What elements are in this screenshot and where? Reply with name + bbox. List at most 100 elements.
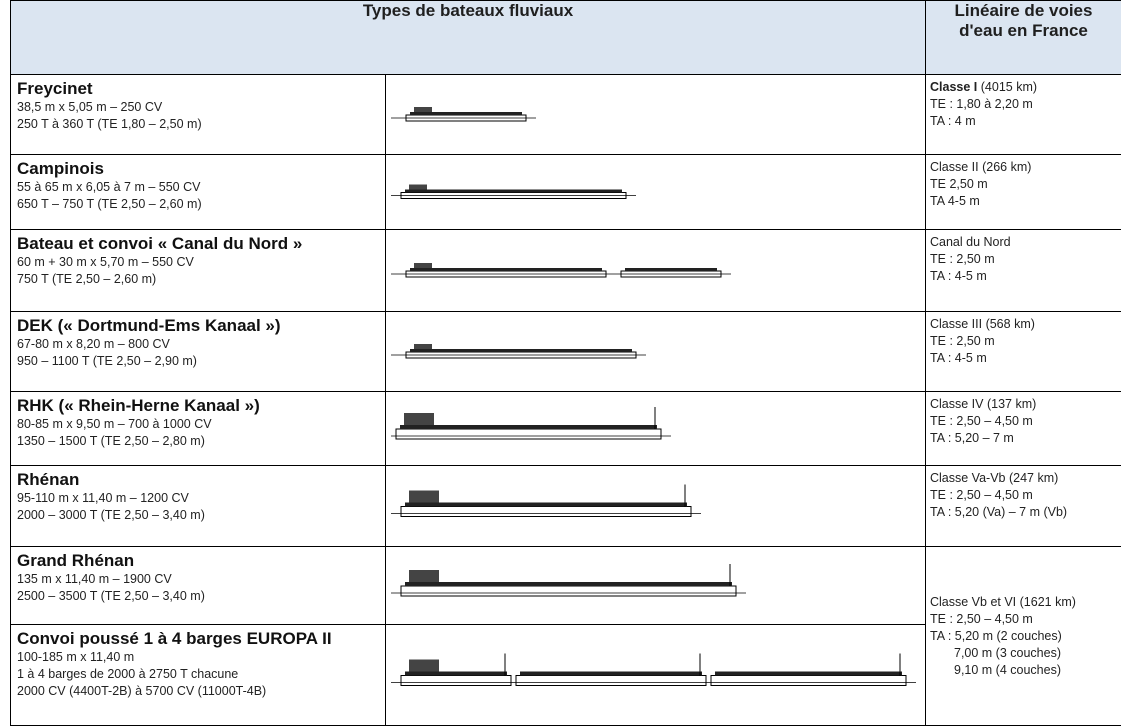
table-row: Rhénan 95-110 m x 11,40 m – 1200 CV 2000 –…: [10, 465, 1121, 547]
boat-info: DEK (« Dortmund-Ems Kanaal ») 67-80 m x 8…: [10, 311, 386, 392]
hull: [515, 674, 707, 686]
boat-name: Freycinet: [17, 79, 93, 98]
cabin: [409, 184, 427, 189]
hull: [395, 428, 662, 439]
waterway-text: TE : 2,50 – 4,50 m: [930, 414, 1033, 428]
cabin: [414, 343, 432, 349]
boat-drawing: [385, 465, 926, 547]
boat-name: DEK (« Dortmund-Ems Kanaal »): [17, 316, 281, 335]
header-line: d'eau en France: [959, 21, 1088, 40]
waterway-info: Classe Vb et VI (1621 km) TE : 2,50 – 4,5…: [925, 546, 1121, 726]
waterway-text: (4015 km): [980, 80, 1038, 94]
waterway-text: Classe IV (137 km): [930, 397, 1037, 411]
boat-drawing: [385, 391, 926, 466]
deck: [410, 267, 602, 271]
cabin: [404, 412, 434, 425]
boat-spec: 80-85 m x 9,50 m – 700 à 1000 CV: [17, 417, 212, 431]
deck: [400, 424, 657, 429]
table-row: Grand Rhénan 135 m x 11,40 m – 1900 CV 250…: [10, 546, 1121, 726]
table-row: Campinois 55 à 65 m x 6,05 à 7 m – 550 CV…: [10, 154, 1121, 230]
deck: [520, 671, 702, 675]
waterway-info: Classe II (266 km) TE 2,50 m TA 4-5 m: [925, 154, 1121, 230]
waterway-line: 9,10 m (4 couches): [930, 662, 1117, 679]
waterway-line: TA : 4-5 m: [930, 350, 1117, 367]
waterway-text: TE : 2,50 – 4,50 m: [930, 611, 1033, 626]
boat-spec: 1350 – 1500 T (TE 2,50 – 2,80 m): [17, 434, 205, 448]
cabin: [409, 569, 439, 582]
waterway-line: Classe IV (137 km): [930, 396, 1117, 413]
waterway-text: Canal du Nord: [930, 235, 1011, 249]
boat-spec: 38,5 m x 5,05 m – 250 CV: [17, 100, 163, 114]
boat-spec: 2000 – 3000 T (TE 2,50 – 3,40 m): [17, 508, 205, 522]
cabin: [409, 490, 439, 502]
waterway-text: TA : 4-5 m: [930, 269, 987, 283]
boat-spec: 95-110 m x 11,40 m – 1200 CV: [17, 491, 189, 505]
boat-drawing: [385, 624, 926, 726]
waterway-line: Classe Vb et VI (1621 km): [930, 594, 1117, 611]
boat-spec: 135 m x 11,40 m – 1900 CV: [17, 572, 172, 586]
boat-info: Campinois 55 à 65 m x 6,05 à 7 m – 550 CV…: [10, 154, 386, 230]
boat-spec: 60 m + 30 m x 5,70 m – 550 CV: [17, 255, 194, 269]
boat-table: Types de bateaux fluviaux Linéaire de vo…: [10, 0, 1121, 726]
waterway-text: TA : 5,20 m (2 couches): [930, 628, 1062, 643]
table-row: RHK (« Rhein-Herne Kanaal ») 80-85 m x 9,…: [10, 391, 1121, 466]
waterway-text: TE : 2,50 – 4,50 m: [930, 488, 1033, 502]
boat-drawing: [385, 74, 926, 155]
boat-info: Bateau et convoi « Canal du Nord » 60 m +…: [10, 229, 386, 312]
waterway-info: Classe I (4015 km) TE : 1,80 à 2,20 m TA :…: [925, 74, 1121, 155]
boat-info: Rhénan 95-110 m x 11,40 m – 1200 CV 2000 –…: [10, 465, 386, 547]
boat-svg: [391, 343, 646, 358]
waterway-line: TA : 4-5 m: [930, 268, 1117, 285]
table-row: Bateau et convoi « Canal du Nord » 60 m +…: [10, 229, 1121, 312]
waterway-line: TA 4-5 m: [930, 193, 1117, 210]
waterway-info: Canal du Nord TE : 2,50 m TA : 4-5 m: [925, 229, 1121, 312]
boat-name: Grand Rhénan: [17, 551, 135, 570]
boat-info: Freycinet 38,5 m x 5,05 m – 250 CV 250 T à…: [10, 74, 386, 155]
deck: [405, 189, 622, 192]
header-types: Types de bateaux fluviaux: [10, 0, 926, 75]
hull: [400, 674, 512, 686]
cabin: [414, 262, 432, 268]
boat-svg: [391, 563, 746, 596]
boat-spec: 750 T (TE 2,50 – 2,60 m): [17, 272, 157, 286]
boat-info: RHK (« Rhein-Herne Kanaal ») 80-85 m x 9,…: [10, 391, 386, 466]
waterway-text: 9,10 m (4 couches): [954, 662, 1061, 677]
header-row: Types de bateaux fluviaux Linéaire de vo…: [10, 0, 1121, 75]
boat-svg: [391, 484, 701, 517]
deck: [715, 671, 902, 675]
boat-spec: 250 T à 360 T (TE 1,80 – 2,50 m): [17, 117, 202, 131]
boat-spec: 650 T – 750 T (TE 2,50 – 2,60 m): [17, 197, 202, 211]
hull: [710, 674, 907, 686]
waterway-text: TA : 4 m: [930, 114, 976, 128]
boat-spec: 950 – 1100 T (TE 2,50 – 2,90 m): [17, 354, 197, 368]
waterway-info: Classe IV (137 km) TE : 2,50 – 4,50 m TA :…: [925, 391, 1121, 466]
waterway-info: Classe III (568 km) TE : 2,50 m TA : 4-5 m: [925, 311, 1121, 392]
waterway-line: TE 2,50 m: [930, 176, 1117, 193]
header-lineaire: Linéaire de voies d'eau en France: [925, 0, 1121, 75]
boat-info: Grand Rhénan 135 m x 11,40 m – 1900 CV 250…: [10, 546, 386, 625]
boat-name: RHK (« Rhein-Herne Kanaal »): [17, 396, 260, 415]
waterway-text: TE : 2,50 m: [930, 252, 995, 266]
waterway-line: TE : 2,50 – 4,50 m: [930, 413, 1117, 430]
waterway-line: Classe I (4015 km): [930, 79, 1117, 96]
deck: [410, 111, 522, 115]
waterway-line: TA : 5,20 (Va) – 7 m (Vb): [930, 504, 1117, 521]
boat-spec: 55 à 65 m x 6,05 à 7 m – 550 CV: [17, 180, 201, 194]
boat-name: Rhénan: [17, 470, 80, 489]
waterway-text: TA : 4-5 m: [930, 351, 987, 365]
hull: [400, 585, 737, 596]
waterway-line: TE : 2,50 m: [930, 333, 1117, 350]
boat-svg: [391, 106, 536, 121]
waterway-info: Classe Va-Vb (247 km) TE : 2,50 – 4,50 m T…: [925, 465, 1121, 547]
waterway-text: TE : 2,50 m: [930, 334, 995, 348]
waterway-heading: Classe I: [930, 80, 978, 94]
table-body: Freycinet 38,5 m x 5,05 m – 250 CV 250 T à…: [10, 74, 1121, 726]
waterway-text: TA : 5,20 – 7 m: [930, 431, 1014, 445]
waterway-line: Canal du Nord: [930, 234, 1117, 251]
waterway-text: 7,00 m (3 couches): [954, 645, 1061, 660]
header-line: Linéaire de voies: [954, 1, 1093, 20]
boat-info: Convoi poussé 1 à 4 barges EUROPA II 100-…: [10, 624, 386, 726]
waterway-text: TA 4-5 m: [930, 194, 980, 208]
cabin: [414, 106, 432, 112]
waterway-line: TA : 5,20 m (2 couches): [930, 628, 1117, 645]
